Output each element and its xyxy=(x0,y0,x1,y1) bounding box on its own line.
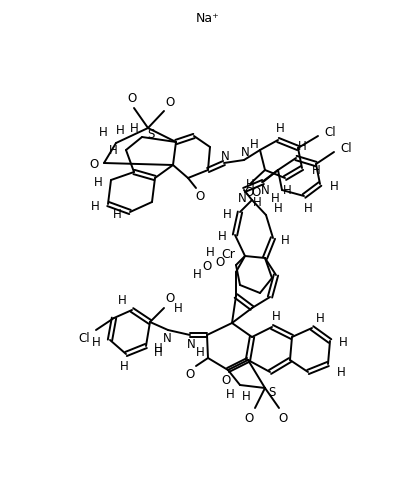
Text: H: H xyxy=(339,337,347,350)
Text: O: O xyxy=(202,261,212,274)
Text: N: N xyxy=(220,150,229,163)
Text: H: H xyxy=(276,121,285,134)
Text: H: H xyxy=(329,180,338,192)
Text: H: H xyxy=(218,230,226,244)
Text: H: H xyxy=(281,233,290,246)
Text: H: H xyxy=(193,268,201,281)
Text: O: O xyxy=(89,158,99,171)
Text: O: O xyxy=(244,187,254,200)
Text: H: H xyxy=(225,389,234,401)
Text: H: H xyxy=(130,121,139,134)
Text: H: H xyxy=(223,207,231,221)
Text: O: O xyxy=(127,93,136,106)
Text: Cr: Cr xyxy=(221,248,235,262)
Text: H: H xyxy=(113,208,121,222)
Text: H: H xyxy=(109,145,117,157)
Text: N: N xyxy=(187,337,196,351)
Text: O: O xyxy=(215,256,225,268)
Text: H: H xyxy=(99,127,107,139)
Text: H: H xyxy=(250,137,258,150)
Text: H: H xyxy=(337,366,345,378)
Text: H: H xyxy=(91,201,99,213)
Text: H: H xyxy=(312,164,320,176)
Text: H: H xyxy=(274,203,282,216)
Text: H: H xyxy=(196,346,204,359)
Text: H: H xyxy=(297,139,306,152)
Text: H: H xyxy=(253,195,261,208)
Text: H: H xyxy=(304,202,312,214)
Text: N: N xyxy=(163,333,171,345)
Text: Cl: Cl xyxy=(340,142,352,154)
Text: H: H xyxy=(272,311,280,323)
Text: H: H xyxy=(154,345,162,358)
Text: H: H xyxy=(94,176,102,189)
Text: O: O xyxy=(166,96,175,110)
Text: O: O xyxy=(166,293,175,305)
Text: H: H xyxy=(242,391,250,404)
Text: O: O xyxy=(196,190,205,204)
Text: H: H xyxy=(271,192,280,206)
Text: H: H xyxy=(245,177,254,190)
Text: H: H xyxy=(116,124,124,136)
Text: S: S xyxy=(268,386,276,398)
Text: N: N xyxy=(238,191,246,205)
Text: N: N xyxy=(261,184,270,196)
Text: H: H xyxy=(206,246,214,260)
Text: O: O xyxy=(221,374,230,387)
Text: O: O xyxy=(244,412,254,425)
Text: H: H xyxy=(120,359,129,373)
Text: Na⁺: Na⁺ xyxy=(196,12,220,24)
Text: H: H xyxy=(316,312,324,324)
Text: N: N xyxy=(240,147,249,160)
Text: H: H xyxy=(118,294,126,306)
Text: S: S xyxy=(147,129,155,142)
Text: H: H xyxy=(173,301,182,315)
Text: Cl: Cl xyxy=(78,332,90,344)
Text: Cl: Cl xyxy=(324,126,336,138)
Text: O: O xyxy=(278,412,287,425)
Text: H: H xyxy=(154,341,162,355)
Text: H: H xyxy=(92,336,100,349)
Text: O: O xyxy=(186,369,195,381)
Text: H: H xyxy=(282,184,291,196)
Text: O: O xyxy=(251,186,261,199)
